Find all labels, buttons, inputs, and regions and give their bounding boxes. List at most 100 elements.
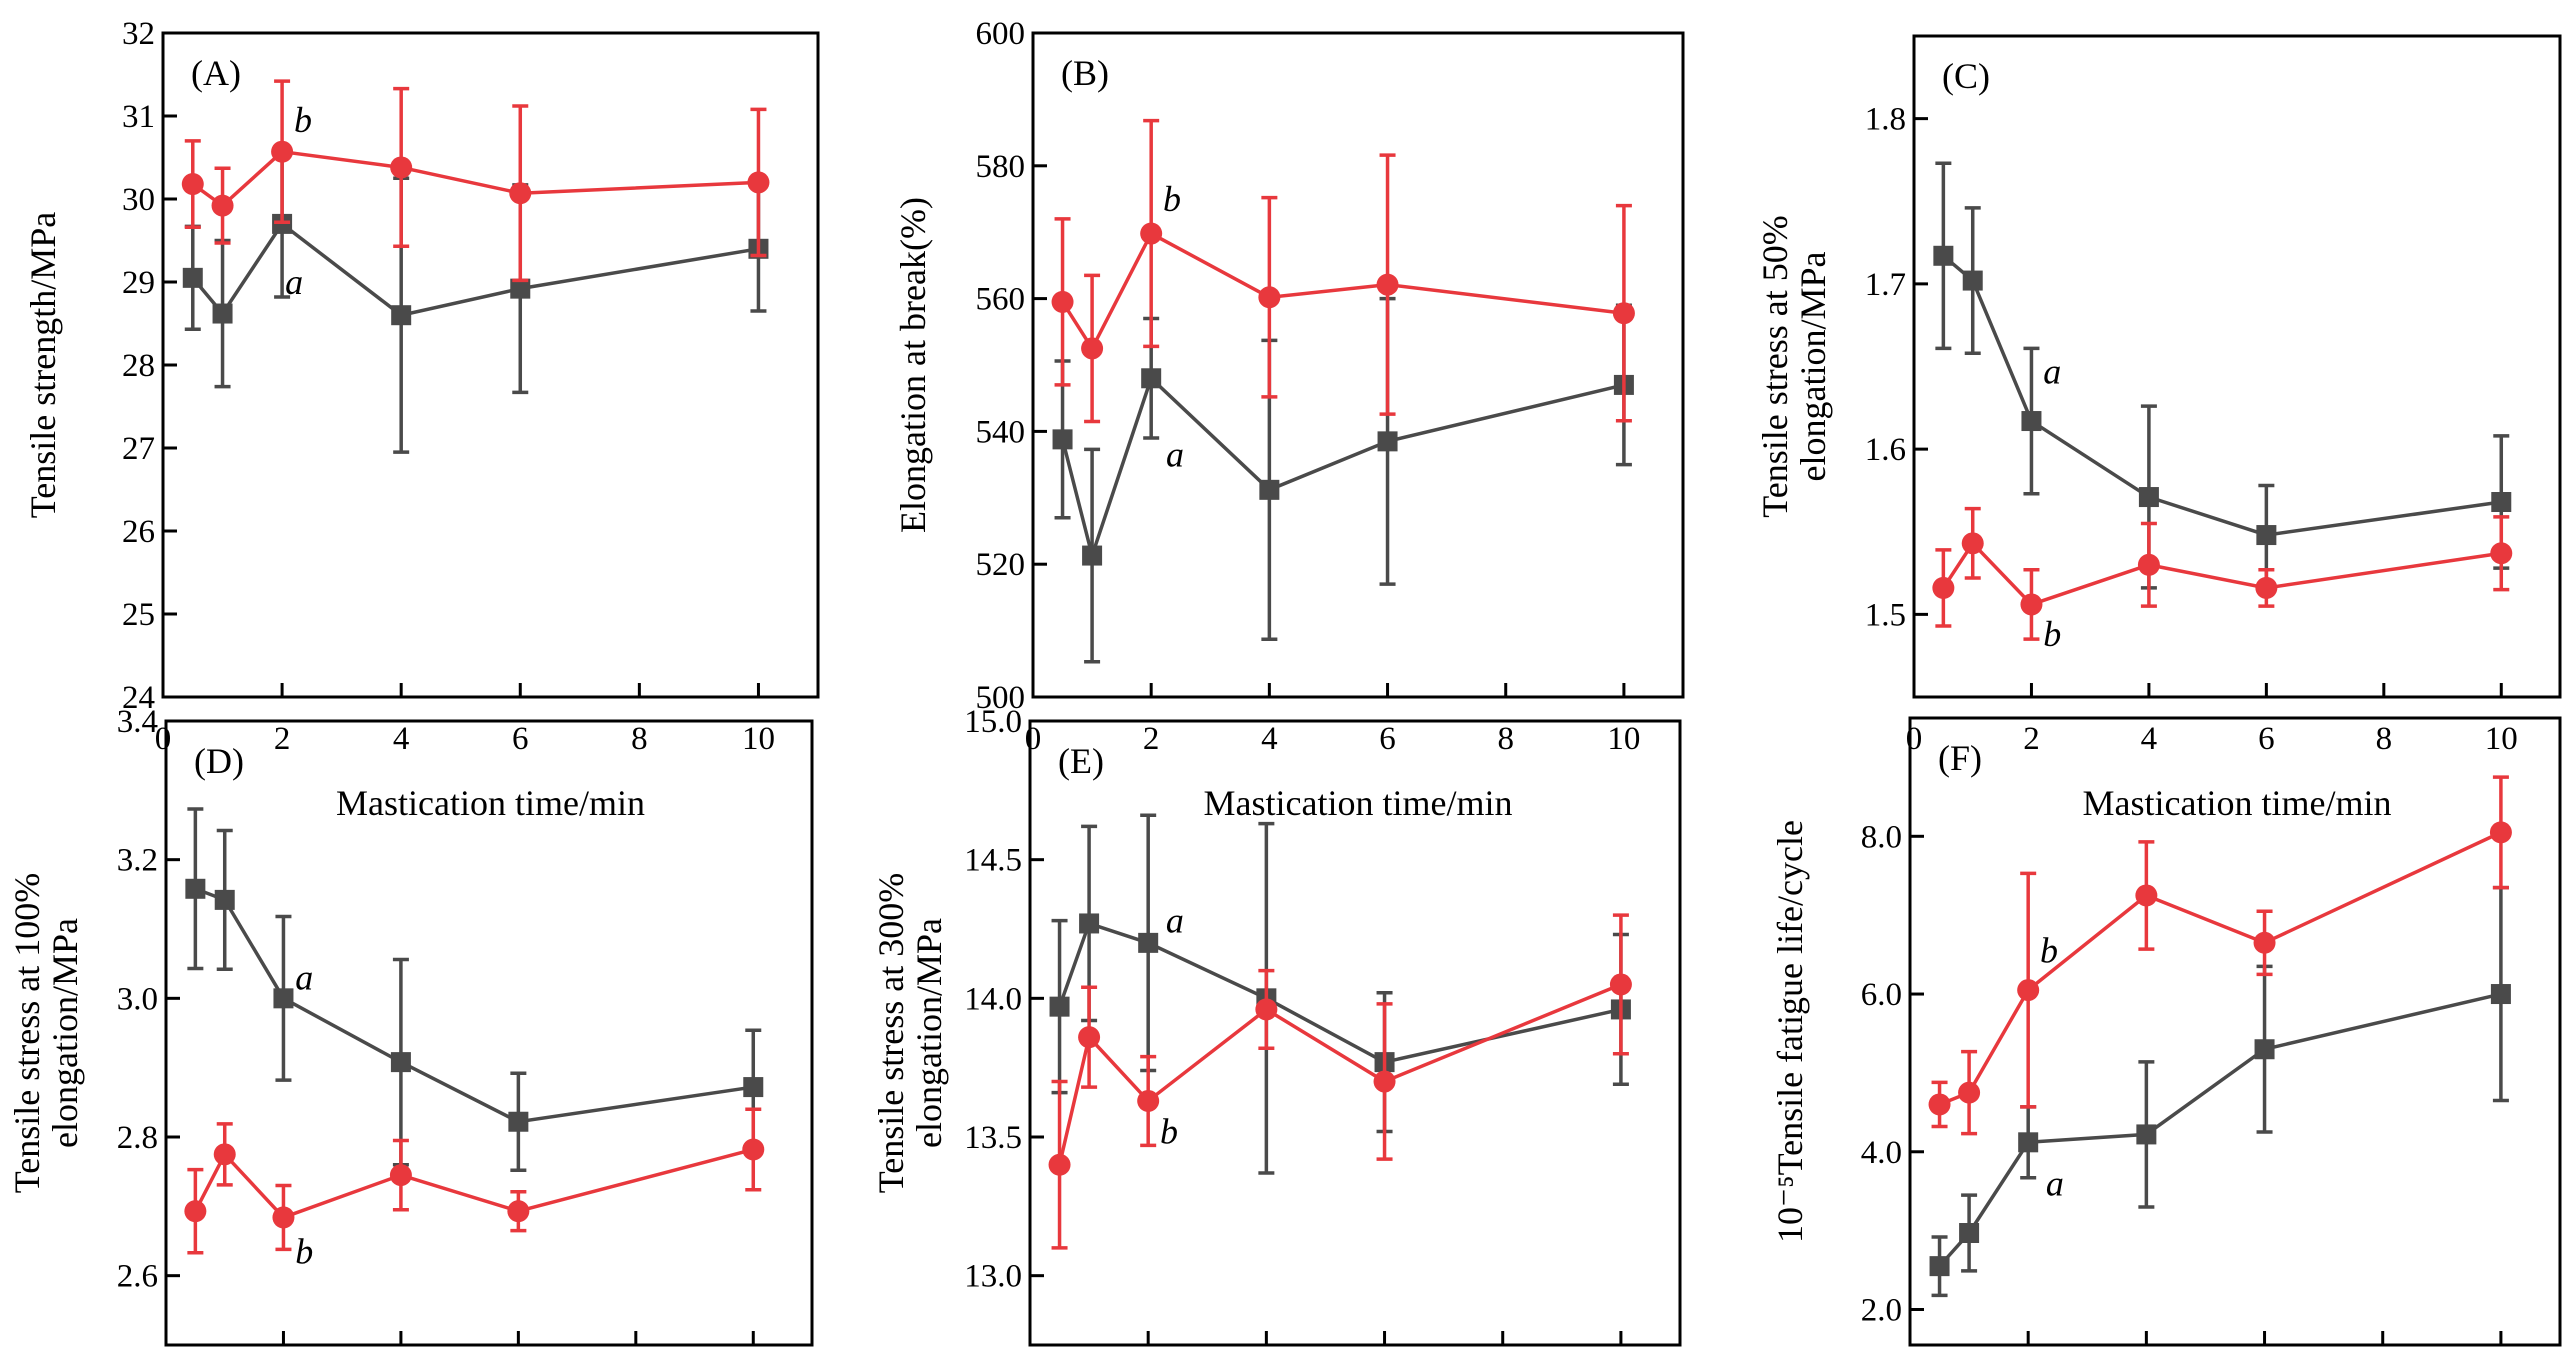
- x-tick-label: 8: [1497, 721, 1514, 757]
- data-point-square: [743, 1077, 764, 1098]
- y-tick-label: 580: [976, 149, 1026, 185]
- data-point-circle: [2489, 821, 2512, 844]
- y-tick-label: 1.7: [1865, 267, 1906, 303]
- annotation-label: a: [2046, 1163, 2064, 1203]
- series-b: [1932, 506, 2513, 641]
- y-axis-title: elongation/MPa: [909, 918, 949, 1148]
- series-line-b: [1061, 231, 1625, 352]
- data-point-circle: [1932, 576, 1955, 599]
- panel-f: 0 2 4 6 8 10 2.0 4.0 6.0 8.0 Mastication time/min 1…: [1770, 716, 2562, 1347]
- data-point-square: [214, 889, 235, 910]
- data-point-square: [1049, 996, 1070, 1017]
- annotation-label: a: [1166, 435, 1184, 475]
- y-axis-title: Elongation at break(%): [893, 197, 933, 533]
- data-point-square: [2136, 1124, 2157, 1145]
- data-point-square: [2256, 525, 2277, 546]
- x-tick-label: 6: [512, 721, 529, 757]
- x-tick-label: 10: [742, 721, 775, 757]
- data-point-square: [1079, 913, 1100, 934]
- y-tick-label: 3.2: [117, 843, 158, 879]
- data-point-circle: [1051, 290, 1074, 313]
- x-tick-label: 2: [2023, 721, 2040, 757]
- x-tick-label: 2: [1143, 721, 1160, 757]
- data-point-circle: [1137, 1089, 1160, 1112]
- data-point-circle: [2135, 884, 2158, 907]
- x-tick-label: 4: [1261, 721, 1278, 757]
- y-axis-title: 10⁻⁵Tensile fatigue life/cycle: [1770, 820, 1810, 1243]
- data-point-circle: [1376, 273, 1399, 296]
- data-point-square: [1259, 479, 1280, 500]
- series-b: [1048, 913, 1632, 1250]
- data-point-circle: [2255, 576, 2278, 599]
- y-tick-label: 6.0: [1861, 977, 1902, 1013]
- plot-frame: [164, 719, 814, 1347]
- data-point-square: [2490, 984, 2511, 1005]
- data-point-square: [2254, 1039, 2275, 1060]
- data-point-circle: [2137, 553, 2160, 576]
- plot-frame: [1028, 719, 1682, 1347]
- data-point-circle: [1928, 1093, 1951, 1116]
- y-tick-label: 30: [122, 182, 155, 218]
- data-point-circle: [181, 173, 204, 196]
- data-point-circle: [213, 1143, 236, 1166]
- data-point-circle: [389, 1164, 412, 1187]
- y-tick-label: 15.0: [964, 704, 1022, 740]
- x-tick-label: 0: [1906, 721, 1923, 757]
- y-tick-label: 24: [122, 680, 155, 716]
- data-point-square: [2018, 1132, 2039, 1153]
- series-b: [181, 79, 770, 283]
- panel-label: (B): [1061, 53, 1109, 93]
- data-point-circle: [1258, 286, 1281, 309]
- data-point-circle: [1255, 998, 1278, 1021]
- data-point-circle: [2017, 979, 2040, 1002]
- series-b: [1051, 118, 1635, 424]
- y-tick-label: 31: [122, 99, 155, 135]
- y-axis-title: Tensile stress at 50%: [1755, 215, 1795, 517]
- panel-label: (F): [1938, 738, 1982, 778]
- x-tick-label: 8: [2376, 721, 2393, 757]
- y-tick-label: 520: [976, 547, 1026, 583]
- panel-label: (E): [1058, 741, 1104, 781]
- y-tick-label: 1.8: [1865, 102, 1906, 138]
- series-a: [182, 149, 769, 454]
- data-point-circle: [184, 1200, 207, 1223]
- series-line-b: [193, 1147, 754, 1220]
- plot-frame: [1908, 716, 2562, 1347]
- y-axis-title: Tensile strength/MPa: [23, 212, 63, 518]
- x-tick-label: 2: [274, 721, 291, 757]
- y-tick-label: 3.4: [117, 704, 158, 740]
- plot-frame: [1912, 34, 2562, 699]
- annotation-label: b: [2040, 931, 2058, 971]
- panel-c: 0 2 4 6 8 10 1.5 1.6 1.7 1.8 Mastication time/min T…: [1755, 34, 2562, 823]
- y-tick-label: 540: [976, 414, 1026, 450]
- series-line-a: [1060, 375, 1625, 562]
- data-point-square: [1959, 1223, 1980, 1244]
- x-tick-label: 4: [393, 721, 410, 757]
- data-point-circle: [390, 156, 413, 179]
- data-point-circle: [272, 1206, 295, 1229]
- data-point-circle: [747, 171, 770, 194]
- data-point-circle: [1609, 973, 1632, 996]
- y-axis-title: elongation/MPa: [1793, 251, 1833, 481]
- annotation-label: a: [285, 262, 303, 302]
- series-b: [1928, 775, 2512, 1136]
- data-point-circle: [1961, 532, 1984, 555]
- y-tick-label: 600: [976, 16, 1026, 52]
- data-point-circle: [2020, 593, 2043, 616]
- panel-label: (C): [1942, 56, 1990, 96]
- y-tick-label: 13.5: [964, 1120, 1022, 1156]
- annotation-label: b: [294, 100, 312, 140]
- annotation-label: b: [1163, 179, 1181, 219]
- data-point-circle: [507, 1200, 530, 1223]
- data-point-circle: [1078, 1026, 1101, 1049]
- series-line-a: [191, 221, 759, 318]
- plot-frame: [161, 31, 820, 699]
- annotation-label: b: [295, 1231, 313, 1271]
- series-line-b: [1057, 982, 1622, 1166]
- y-axis-title: Tensile stress at 100%: [7, 873, 47, 1193]
- y-tick-label: 25: [122, 597, 155, 633]
- data-point-square: [2491, 492, 2512, 513]
- y-tick-label: 14.0: [964, 981, 1022, 1017]
